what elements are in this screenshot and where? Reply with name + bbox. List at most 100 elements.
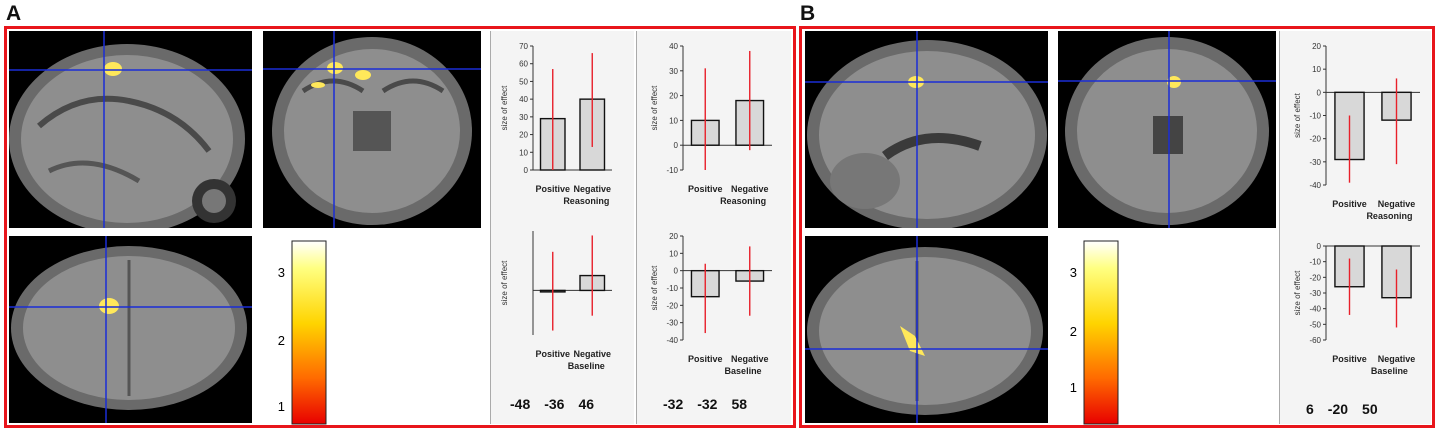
y-tick-label: -20 [1309,135,1321,144]
y-tick-label: -10 [666,166,678,175]
category-label: Positive [535,184,570,194]
coord-z: 46 [578,396,595,412]
mri-sagittal-view [9,31,252,228]
mri-sagittal-view [805,31,1048,228]
y-tick-label: 20 [519,131,528,140]
plot-column-a1 [490,31,634,424]
chart-a-baseline-1: size of effect Positive Negative Baseline [500,231,612,371]
y-tick-label: -30 [666,319,678,328]
colorbar-tick: 1 [278,399,285,414]
colorbar-tick: 2 [1070,324,1077,339]
y-tick-label: -10 [666,284,678,293]
mri-axial-view [805,236,1048,423]
x-axis-label: Baseline [725,366,762,376]
coordinates-b: 6 -20 50 [1306,401,1378,417]
y-tick-label: -30 [1309,289,1321,298]
y-tick-label: 20 [669,232,678,241]
y-axis-label: size of effect [500,85,509,131]
y-tick-label: -30 [1309,158,1321,167]
chart-a-reasoning-2: -10 0 10 20 30 40 size of effect Positive Negati… [650,42,772,206]
mri-axial-view [9,236,252,423]
y-tick-label: 40 [669,42,678,51]
y-tick-label: 0 [674,141,679,150]
category-label: Negative [731,354,769,364]
y-tick-label: 30 [519,113,528,122]
y-axis-label: size of effect [650,265,659,311]
y-axis-label: size of effect [1293,92,1302,138]
activation-blob [99,298,119,314]
coord-y: -20 [1327,401,1349,417]
y-tick-label: -40 [666,336,678,345]
coord-x: -32 [663,396,684,412]
x-axis-label: Reasoning [1366,211,1412,221]
coordinates-a2: -32 -32 58 [663,396,747,412]
y-tick-label: 0 [1317,88,1322,97]
coord-x: -48 [510,396,531,412]
y-tick-label: -10 [1309,258,1321,267]
activation-blob [355,70,371,80]
coord-y: -36 [544,396,565,412]
colorbar-tick: 1 [1070,380,1077,395]
y-tick-label: -40 [1309,181,1321,190]
chart-a-reasoning-1: 0 10 20 30 40 50 60 70 size of effect Positive Neg… [500,42,612,206]
y-tick-label: -10 [1309,112,1321,121]
panel-b-label: B [800,2,816,25]
y-tick-label: 0 [1317,242,1322,251]
y-tick-label: -20 [666,301,678,310]
y-axis-label: size of effect [500,260,509,306]
category-label: Negative [573,349,611,359]
coordinates-a1: -48 -36 46 [510,396,594,412]
panel-a-label: A [6,2,22,25]
plot-column-a2 [637,31,791,424]
chart-b-baseline: -60 -50 -40 -30 -20 -10 0 size of effect Positiv… [1293,242,1420,376]
activation-blob [1167,76,1181,88]
y-tick-label: -40 [1309,305,1321,314]
y-tick-label: -20 [1309,273,1321,282]
y-tick-label: 30 [669,67,678,76]
y-tick-label: 60 [519,60,528,69]
category-label: Positive [688,354,723,364]
x-axis-label: Reasoning [720,196,766,206]
category-label: Positive [688,184,723,194]
mri-coronal-view [263,31,481,228]
category-label: Positive [535,349,570,359]
y-tick-label: 10 [1312,65,1321,74]
coord-z: 58 [731,396,748,412]
chart-b-reasoning: -40 -30 -20 -10 0 10 20 size of effect Positive N… [1293,42,1420,221]
x-axis-label: Baseline [1371,366,1408,376]
y-tick-label: 40 [519,95,528,104]
coord-x: 6 [1306,401,1314,417]
colorbar-tick: 2 [278,333,285,348]
category-label: Negative [731,184,769,194]
x-axis-label: Baseline [568,361,605,371]
y-tick-label: 70 [519,42,528,51]
y-tick-label: 10 [669,249,678,258]
chart-a-baseline-2: -40 -30 -20 -10 0 10 20 size of effect Positive N… [650,232,772,376]
category-label: Positive [1332,354,1367,364]
activation-blob [104,62,122,76]
y-axis-label: size of effect [650,85,659,131]
y-tick-label: 10 [669,116,678,125]
category-label: Negative [1378,199,1416,209]
category-label: Negative [573,184,611,194]
panel-b-frame [799,26,1435,428]
y-tick-label: 20 [669,92,678,101]
colorbar-a: 3 2 1 [268,240,330,425]
y-tick-label: 0 [674,267,679,276]
y-tick-label: 10 [519,148,528,157]
activation-blob [311,82,325,88]
colorbar-b: 3 2 1 [1060,240,1122,425]
category-label: Positive [1332,199,1367,209]
y-tick-label: -60 [1309,336,1321,345]
coord-y: -32 [697,396,718,412]
y-tick-label: 50 [519,77,528,86]
y-tick-label: -50 [1309,320,1321,329]
mri-coronal-view [1058,31,1276,228]
activation-blob [327,62,343,74]
y-tick-label: 20 [1312,42,1321,51]
panel-a-frame [4,26,796,428]
y-tick-label: 0 [524,166,529,175]
coord-z: 50 [1362,401,1378,417]
x-axis-label: Reasoning [563,196,609,206]
colorbar-tick: 3 [278,265,285,280]
